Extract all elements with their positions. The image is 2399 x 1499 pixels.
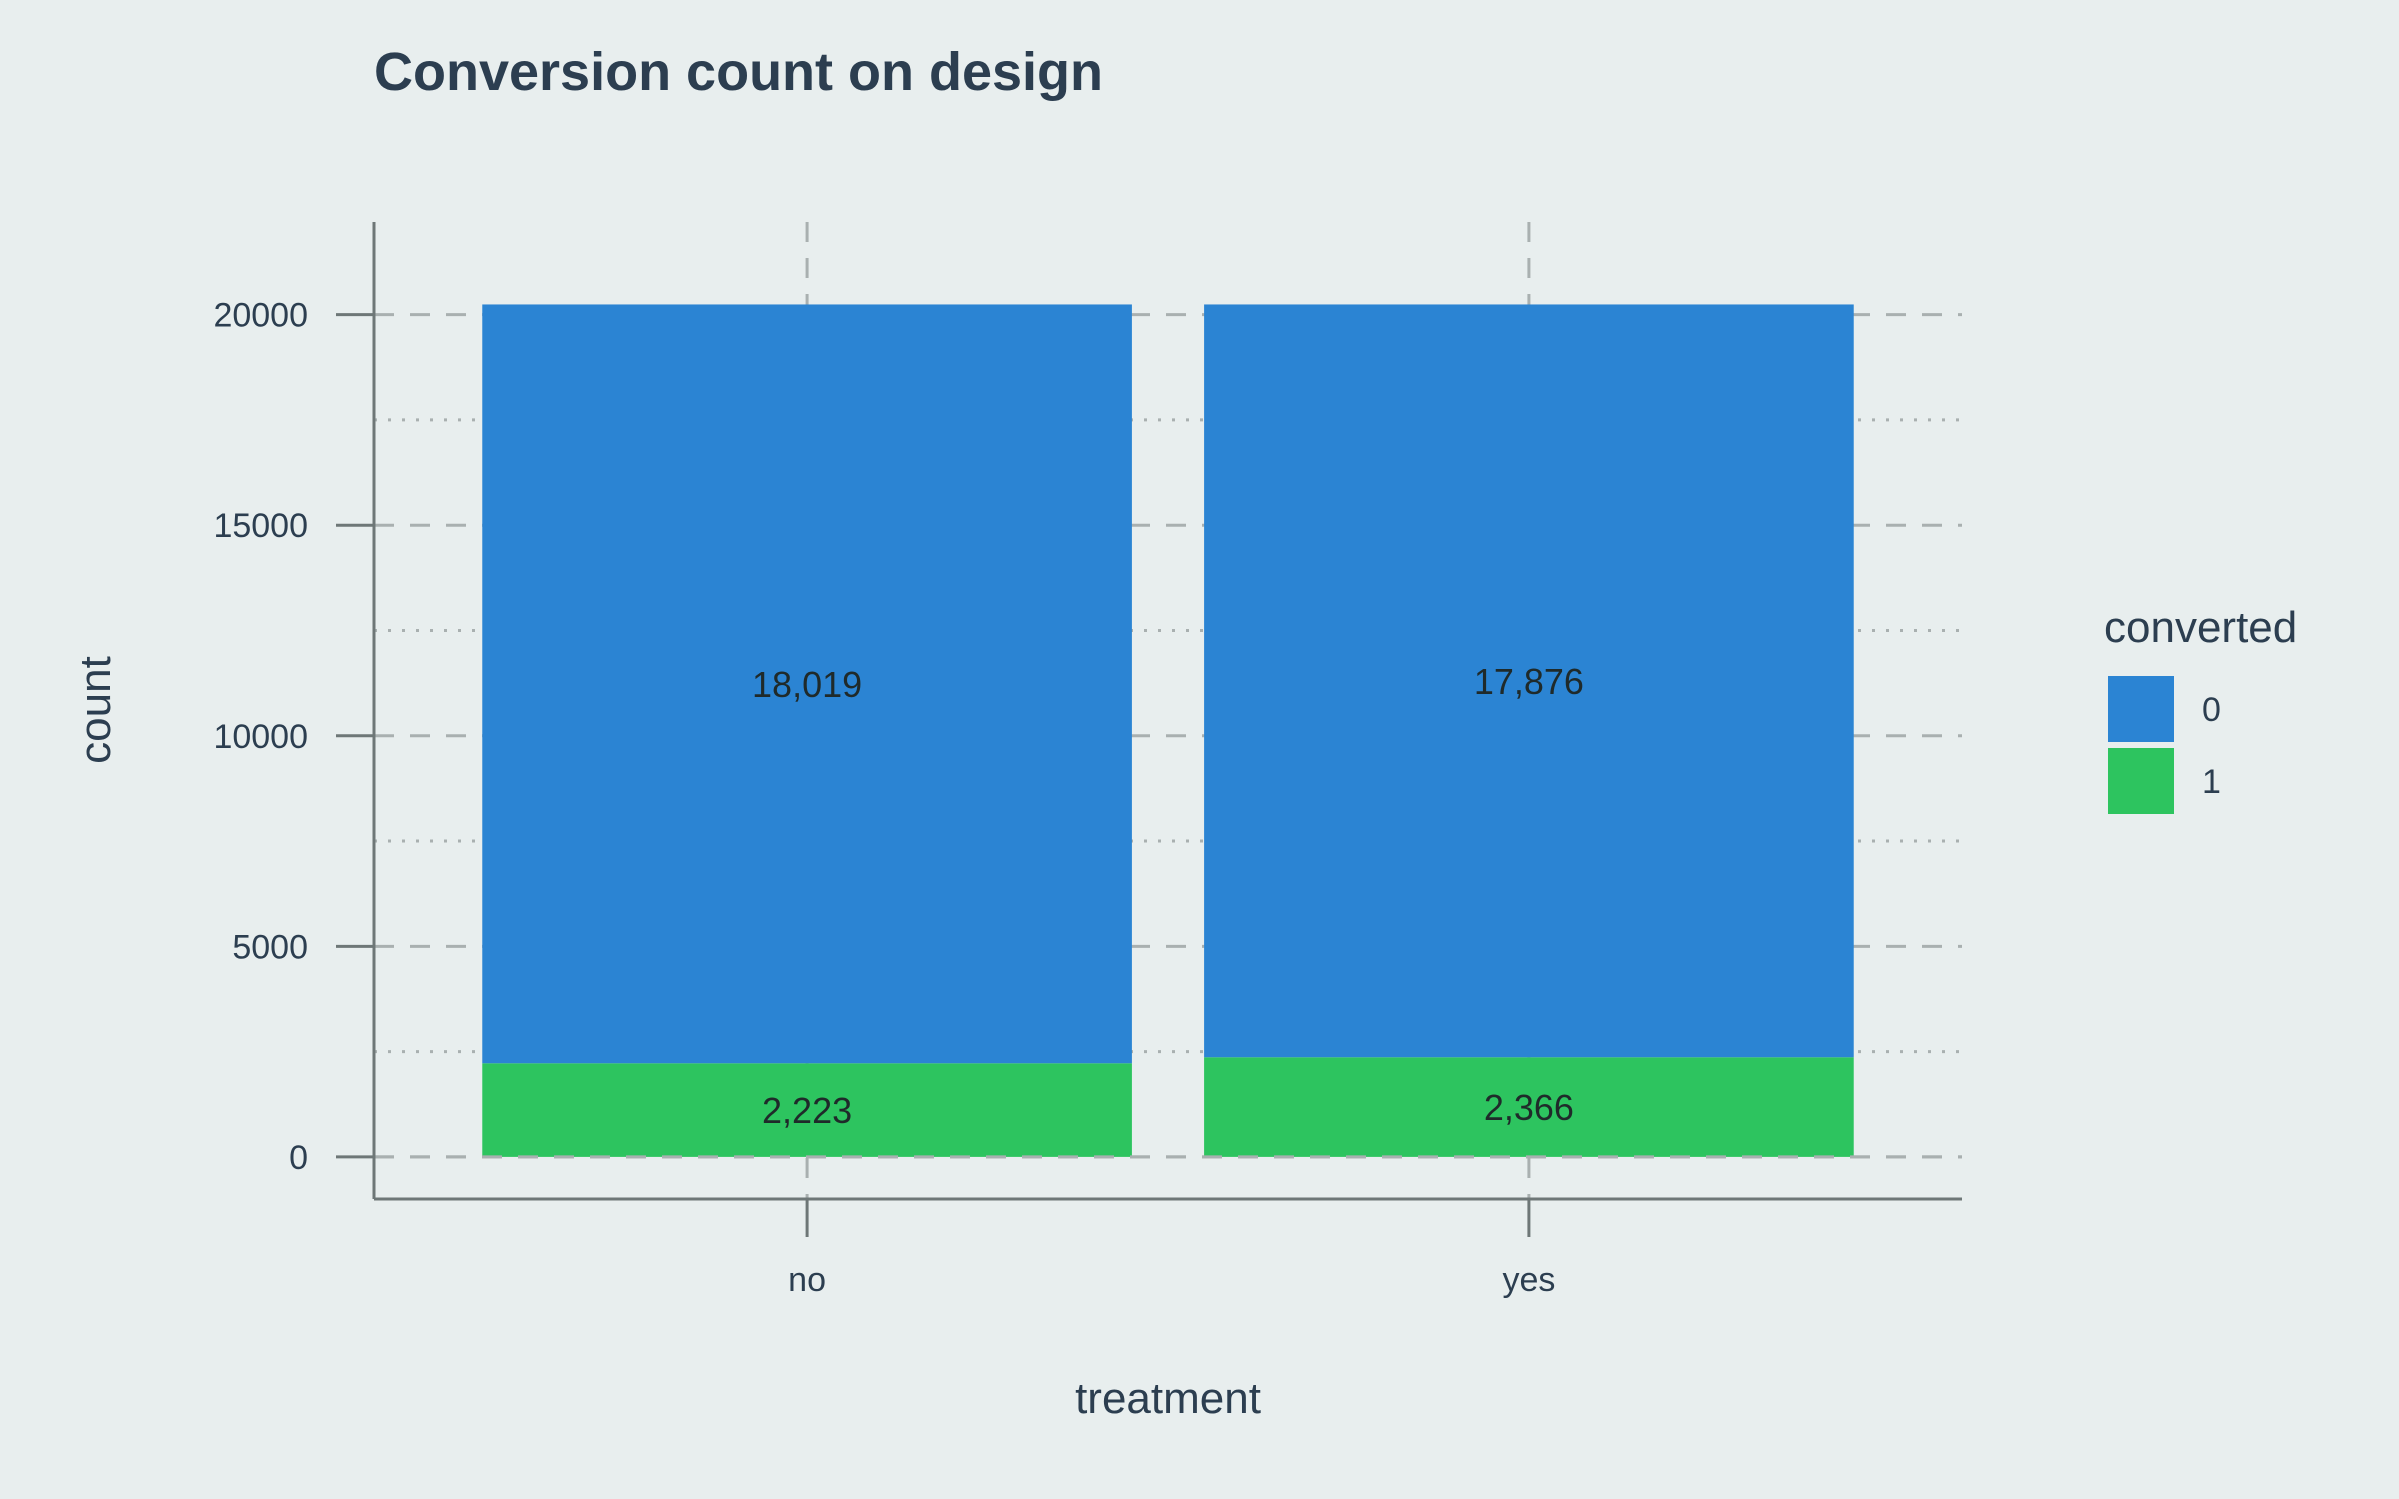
bar-no-converted-0 — [482, 304, 1132, 1064]
axes — [372, 222, 1962, 1201]
data-label: 2,366 — [1484, 1087, 1574, 1128]
y-tick-label: 20000 — [213, 297, 308, 335]
bar-yes-converted-1 — [1204, 1057, 1854, 1157]
y-tick-label: 0 — [289, 1139, 308, 1177]
data-label: 18,019 — [752, 664, 862, 705]
bar-yes-converted-0 — [1204, 304, 1854, 1058]
legend: converted 0 1 — [2104, 603, 2297, 814]
chart-title: Conversion count on design — [374, 42, 1103, 102]
y-axis-title: count — [71, 656, 120, 764]
x-axis-title: treatment — [1075, 1374, 1261, 1423]
legend-label: 1 — [2202, 763, 2221, 801]
y-tick-label: 10000 — [213, 718, 308, 756]
y-tick-label: 5000 — [232, 928, 308, 966]
ticks: 0 5000 10000 15000 20000 no yes — [213, 297, 1555, 1299]
legend-label: 0 — [2202, 691, 2221, 729]
x-tick-label: yes — [1502, 1261, 1555, 1299]
y-tick-label: 15000 — [213, 507, 308, 545]
bar-no-converted-1 — [482, 1063, 1132, 1157]
data-label: 2,223 — [762, 1090, 852, 1131]
data-label: 17,876 — [1474, 661, 1584, 702]
legend-title: converted — [2104, 603, 2297, 652]
bars: 2,223 18,019 2,366 17,876 — [374, 304, 1962, 1159]
legend-swatch — [2108, 748, 2174, 814]
x-tick-label: no — [788, 1261, 826, 1299]
legend-swatch — [2108, 676, 2174, 742]
